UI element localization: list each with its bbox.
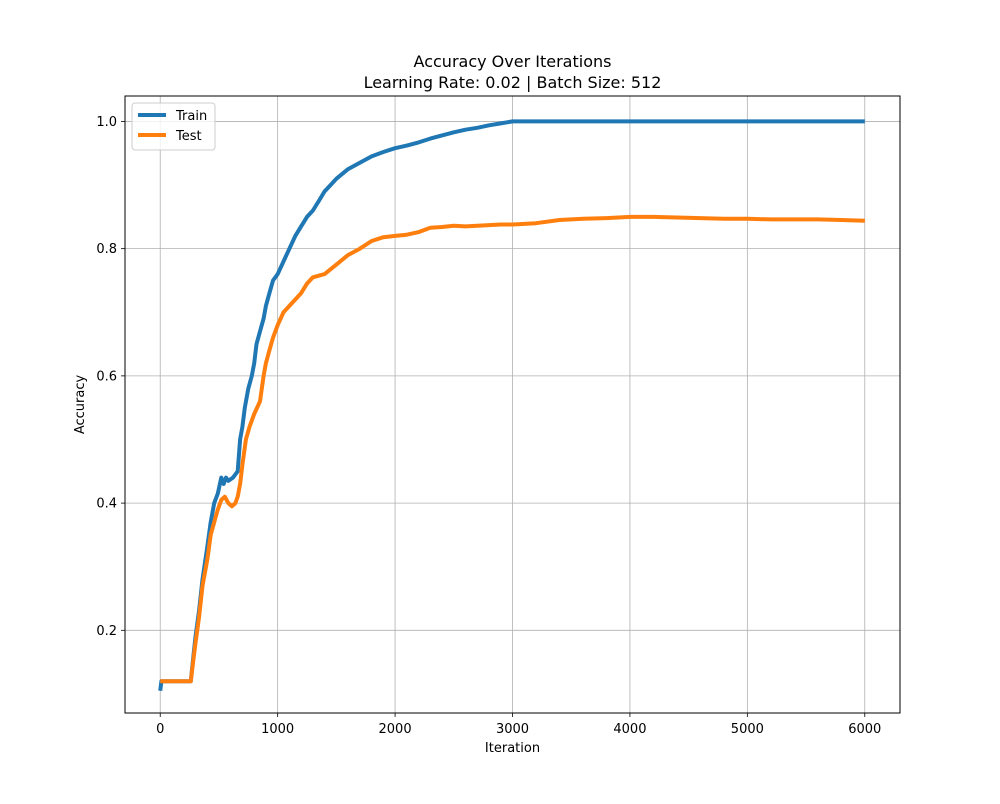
legend-label-test: Test [175,129,202,144]
x-tick-label: 3000 [496,722,529,737]
y-tick-label: 0.4 [96,497,117,512]
x-tick-label: 2000 [379,722,412,737]
x-axis-label: Iteration [485,741,540,756]
chart-title: Accuracy Over Iterations [414,52,612,71]
axis-ticks: 0 1000 2000 3000 4000 5000 6000 0.2 0.4 0.6 0.8 1.0 [96,115,881,737]
legend-label-train: Train [175,109,207,124]
x-tick-label: 5000 [731,722,764,737]
y-tick-label: 1.0 [96,115,117,130]
x-tick-label: 1000 [261,722,294,737]
x-tick-label: 4000 [613,722,646,737]
chart-subtitle: Learning Rate: 0.02 | Batch Size: 512 [364,73,662,92]
y-axis-label: Accuracy [73,375,88,435]
series-line-test [159,214,865,684]
y-tick-label: 0.6 [96,369,117,384]
y-tick-label: 0.2 [96,624,117,639]
grid-lines [125,96,900,713]
x-tick-label: 6000 [848,722,881,737]
x-tick-label: 0 [156,722,164,737]
series-lines [158,119,865,691]
legend: Train Test [131,102,216,151]
y-tick-label: 0.8 [96,242,117,257]
